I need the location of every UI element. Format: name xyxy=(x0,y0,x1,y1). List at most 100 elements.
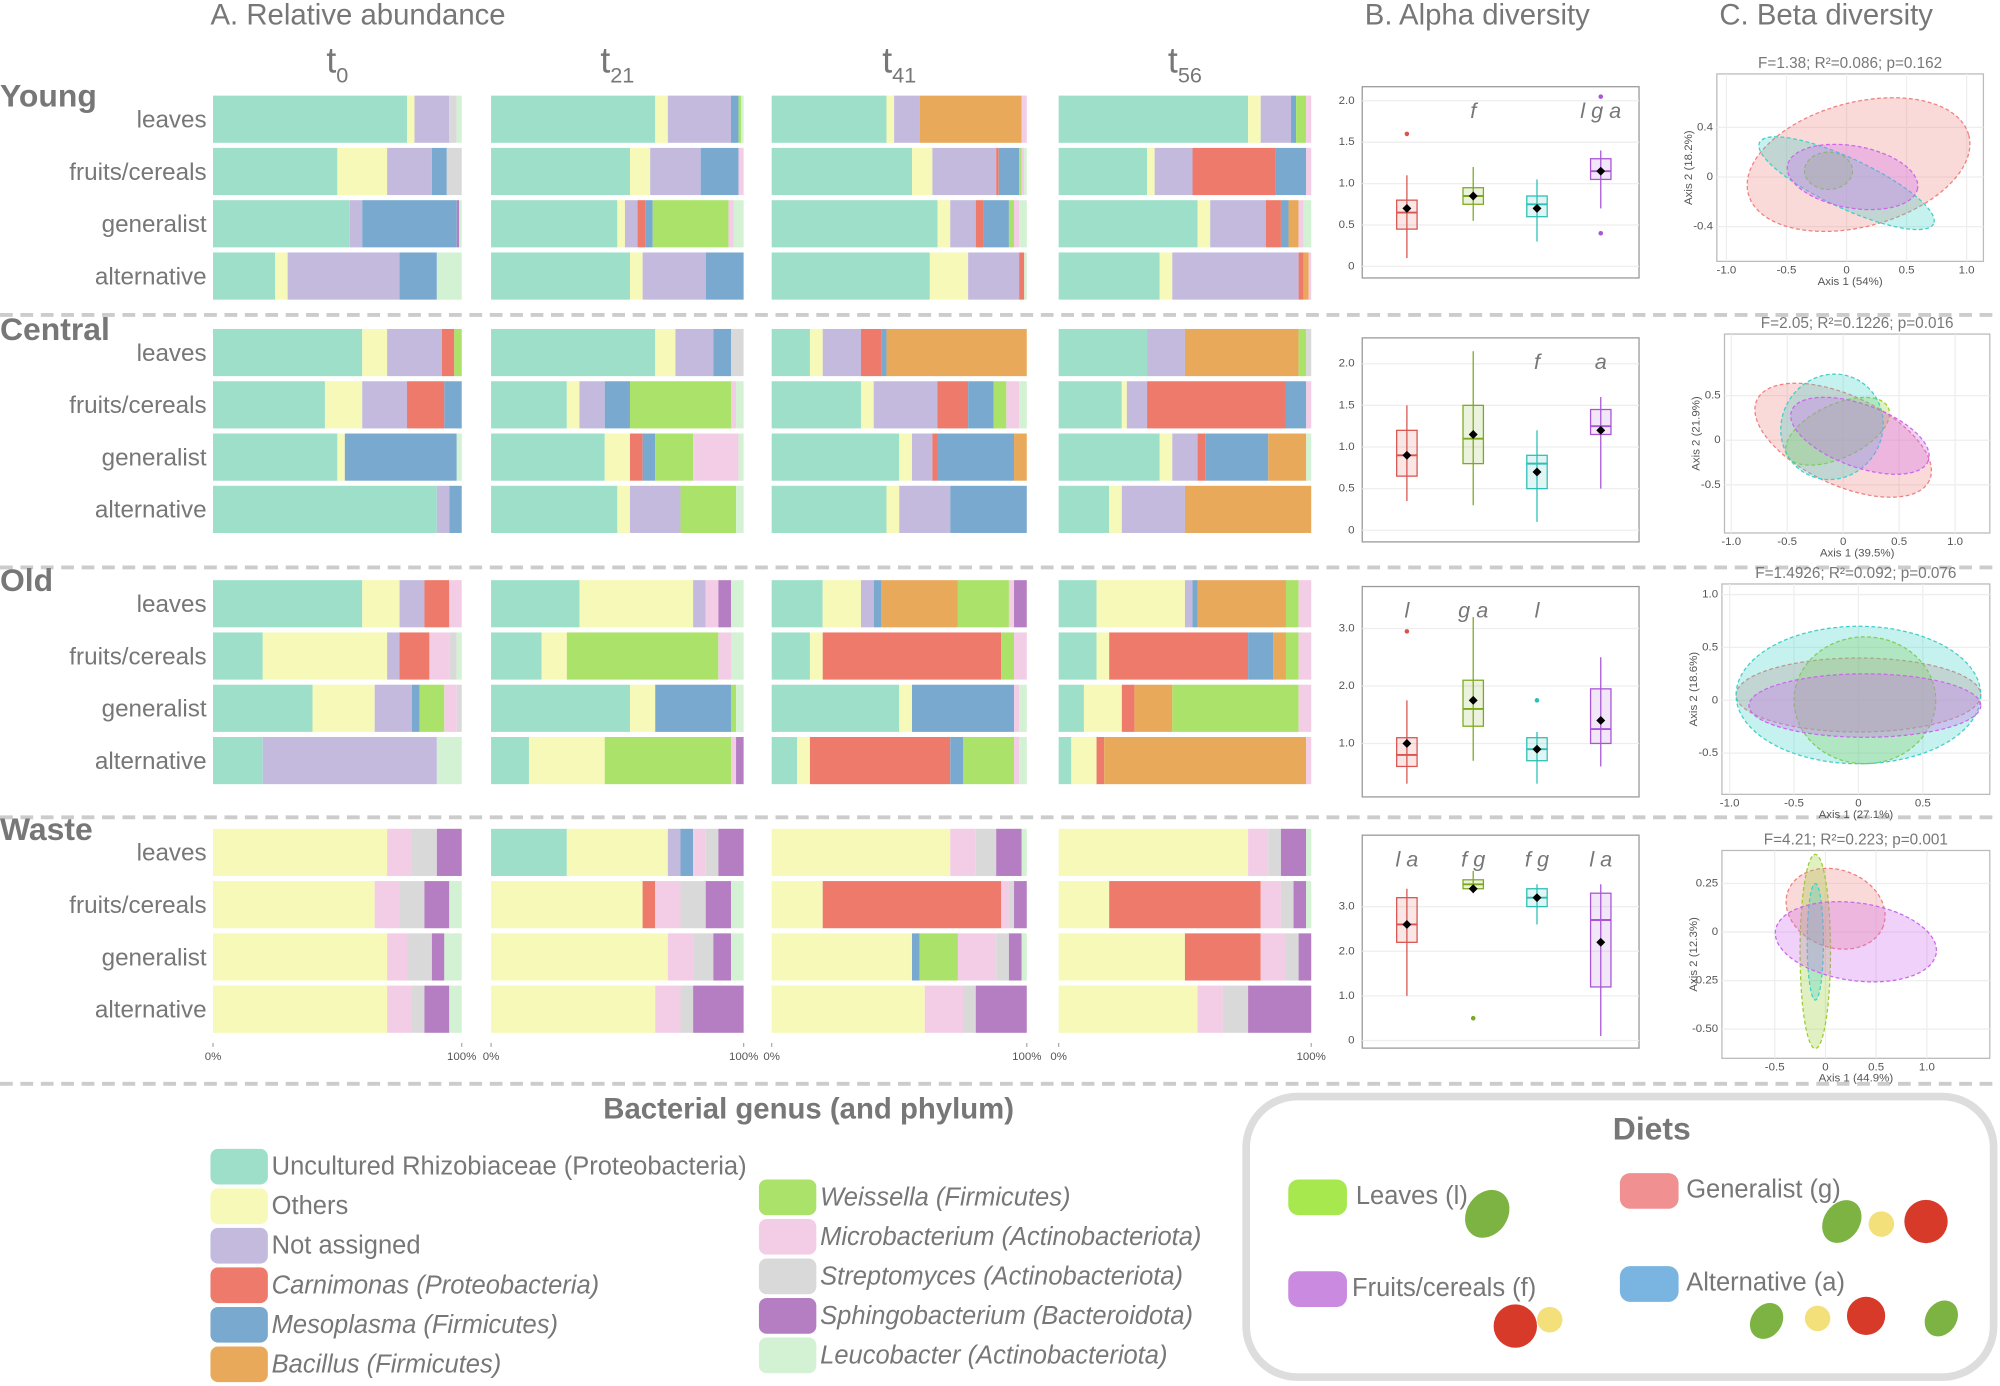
legend-swatch xyxy=(758,1179,817,1216)
x-tick-label: 0.5 xyxy=(1915,797,1931,809)
bar-segment xyxy=(1285,580,1299,628)
bar-segment xyxy=(736,736,744,785)
bar-segment xyxy=(387,632,400,680)
bar-segment xyxy=(1298,200,1304,248)
y-tick-label: 2.0 xyxy=(1339,945,1355,957)
bar-segment xyxy=(1019,736,1027,785)
bar-segment xyxy=(1303,252,1309,300)
diets-title: Diets xyxy=(1613,1110,1691,1146)
mean-marker xyxy=(1596,937,1606,947)
bar-segment xyxy=(1306,881,1312,929)
bar-segment xyxy=(324,381,363,429)
bar-segment xyxy=(1184,485,1312,533)
x-tick-label: 0% xyxy=(763,1051,780,1063)
bar-segment xyxy=(275,252,288,300)
leaf-icon xyxy=(1924,1300,1958,1337)
bar-segment xyxy=(1306,433,1312,481)
bar-segment xyxy=(968,381,994,429)
significance-letters: a xyxy=(1595,349,1607,374)
stats-label: F=1.4926; R²=0.092; p=0.076 xyxy=(1755,565,1956,582)
bar-segment xyxy=(1006,381,1020,429)
significance-letters: f g xyxy=(1461,846,1485,871)
confidence-ellipse xyxy=(1774,901,1938,983)
confidence-ellipse xyxy=(1806,882,1825,1001)
bar-segment xyxy=(1014,200,1020,248)
bar-segment xyxy=(680,485,737,533)
bar-segment xyxy=(436,828,462,876)
bar-segment xyxy=(617,200,625,248)
time-subscript: 0 xyxy=(336,62,348,87)
x-tick-label: 0% xyxy=(1050,1051,1067,1063)
x-tick-label: -0.5 xyxy=(1777,264,1797,276)
bar-segment xyxy=(491,485,618,533)
bar-segment xyxy=(491,328,656,377)
confidence-ellipse xyxy=(1780,373,1884,481)
bar-segment xyxy=(771,684,900,732)
confidence-ellipse xyxy=(1735,625,1982,765)
bar-segment xyxy=(771,381,861,429)
bar-segment xyxy=(1159,252,1173,300)
diet-swatch xyxy=(1288,1271,1347,1307)
bar-segment xyxy=(449,485,462,533)
bar-segment xyxy=(337,433,345,481)
bar-segment xyxy=(655,881,681,929)
bar-segment xyxy=(822,881,1002,929)
bar-segment xyxy=(667,95,731,143)
bar-segment xyxy=(1058,328,1148,377)
bar-segment xyxy=(771,328,810,377)
bar-segment xyxy=(1306,328,1312,377)
time-label: t56 xyxy=(1168,41,1202,87)
bar-segment xyxy=(1248,632,1274,680)
group-label: Old xyxy=(0,562,53,598)
bar-segment xyxy=(491,147,630,196)
bar-segment xyxy=(911,684,1015,732)
significance-letters: l g a xyxy=(1580,98,1621,123)
bar-segment xyxy=(1280,881,1294,929)
bar-segment xyxy=(213,147,338,196)
separators xyxy=(0,313,2000,1086)
diet-legend-label: Fruits/cereals (f) xyxy=(1352,1274,1536,1302)
bar-segment xyxy=(1014,736,1020,785)
bar-segment xyxy=(456,433,462,481)
bar-segment xyxy=(629,485,681,533)
bar-segment xyxy=(993,381,1007,429)
diet-label: generalist xyxy=(102,696,207,723)
bar-segment xyxy=(213,828,388,876)
bar-segment xyxy=(1280,828,1307,876)
diet-legend-label: Leaves (l) xyxy=(1356,1182,1468,1210)
x-tick-label: 0 xyxy=(1822,1061,1828,1073)
diet-label: alternative xyxy=(95,497,207,524)
bar-segment xyxy=(1014,684,1020,732)
bar-segment xyxy=(1019,200,1027,248)
bar-segment xyxy=(1288,200,1299,248)
plot-frame xyxy=(1721,849,1991,1059)
bar-segment xyxy=(713,933,731,981)
x-tick-label: 1.0 xyxy=(1919,1061,1935,1073)
bar-segment xyxy=(213,328,363,377)
bar-segment xyxy=(950,485,1027,533)
bar-segment xyxy=(728,200,734,248)
bar-segment xyxy=(957,933,997,981)
diet-label: leaves xyxy=(137,107,207,134)
bar-segment xyxy=(1280,200,1289,248)
bar-segment xyxy=(431,933,445,981)
bar-segment xyxy=(771,828,951,876)
bar-segment xyxy=(652,200,729,248)
bar-segment xyxy=(730,736,737,785)
bar-segment xyxy=(362,328,388,377)
confidence-ellipse xyxy=(1799,853,1832,1050)
bar-segment xyxy=(730,632,744,680)
bar-segment xyxy=(881,328,887,377)
time-subscript: 21 xyxy=(610,62,634,87)
bar-segment xyxy=(436,736,462,785)
bar-segment xyxy=(736,684,744,732)
bar-segment xyxy=(667,828,681,876)
bar-segment xyxy=(645,200,653,248)
bar-segment xyxy=(411,684,420,732)
bar-segment xyxy=(1058,828,1249,876)
bar-segment xyxy=(424,580,450,628)
bar-segment xyxy=(975,200,984,248)
x-tick-label: 100% xyxy=(729,1051,758,1063)
outlier xyxy=(1404,629,1410,634)
bar-segment xyxy=(491,252,630,300)
